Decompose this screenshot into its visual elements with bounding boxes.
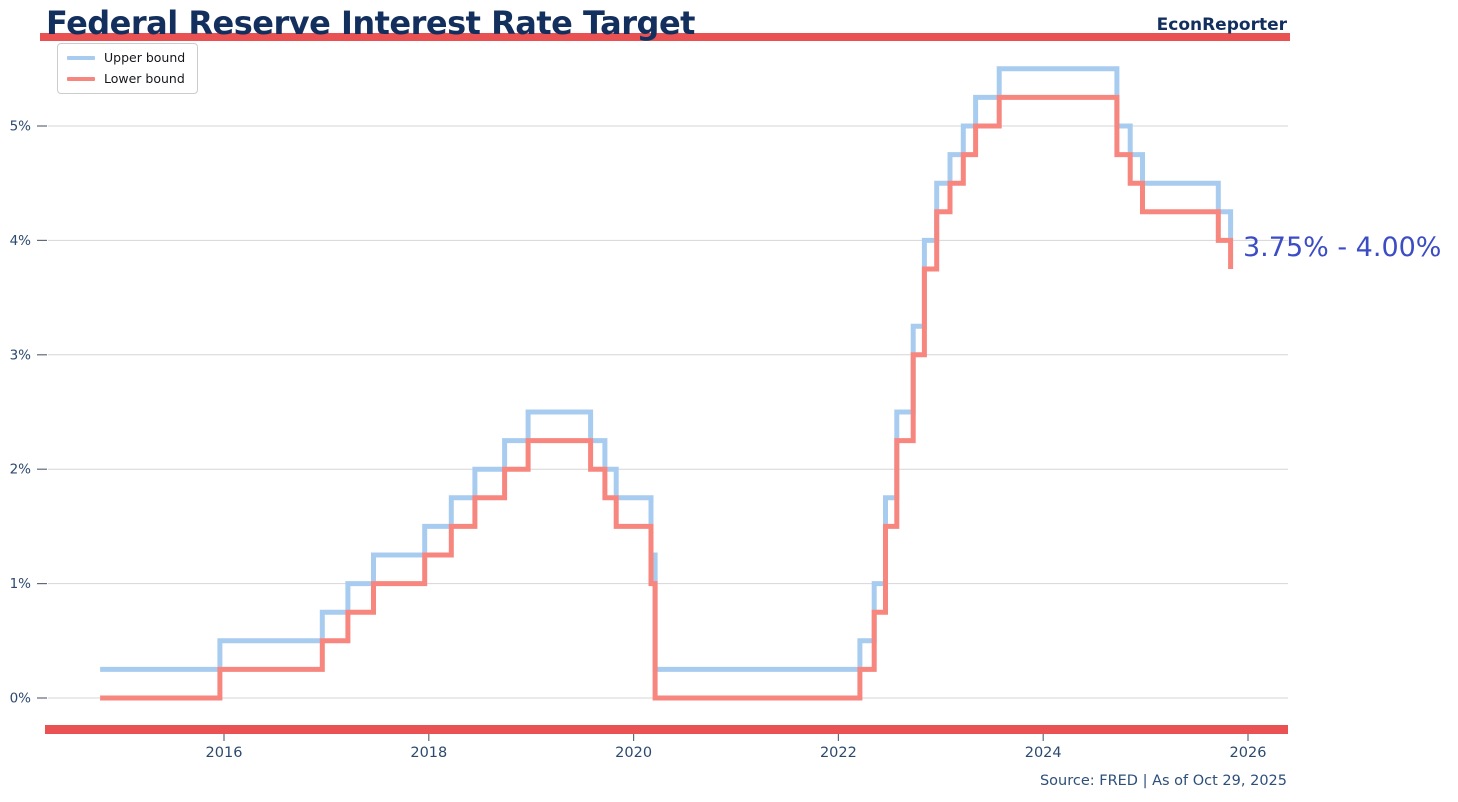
y-tick-label: 4% <box>10 233 32 249</box>
top-accent-bar <box>40 33 1290 41</box>
y-tick-label: 1% <box>10 576 32 592</box>
x-tick-label: 2022 <box>820 745 857 761</box>
x-tick-label: 2026 <box>1230 745 1267 761</box>
x-tick-label: 2020 <box>615 745 652 761</box>
lower-bound-line <box>100 94 1234 701</box>
y-tick-label: 0% <box>10 691 32 707</box>
upper-bound-swatch <box>67 55 95 60</box>
current-rate-annotation: 3.75% - 4.00% <box>1243 232 1442 263</box>
bottom-accent-bar <box>45 725 1288 734</box>
legend-item-lower-bound: Lower bound <box>67 70 185 86</box>
y-tick-label: 5% <box>10 119 32 135</box>
page-title: Federal Reserve Interest Rate Target <box>46 4 695 42</box>
x-tick-label: 2024 <box>1025 745 1062 761</box>
x-tick-label: 2018 <box>410 745 447 761</box>
legend-label-lower-bound: Lower bound <box>104 70 185 86</box>
upper-bound-line <box>100 66 1234 672</box>
brand-logo: EconReporter <box>1156 15 1287 35</box>
y-tick-label: 3% <box>10 347 32 363</box>
y-tick-label: 2% <box>10 462 32 478</box>
legend: Upper bound Lower bound <box>57 43 199 94</box>
source-note: Source: FRED | As of Oct 29, 2025 <box>1039 773 1287 789</box>
legend-item-upper-bound: Upper bound <box>67 51 185 65</box>
x-tick-label: 2016 <box>206 745 243 761</box>
lower-bound-swatch <box>67 76 95 81</box>
legend-label-upper-bound: Upper bound <box>104 50 186 65</box>
